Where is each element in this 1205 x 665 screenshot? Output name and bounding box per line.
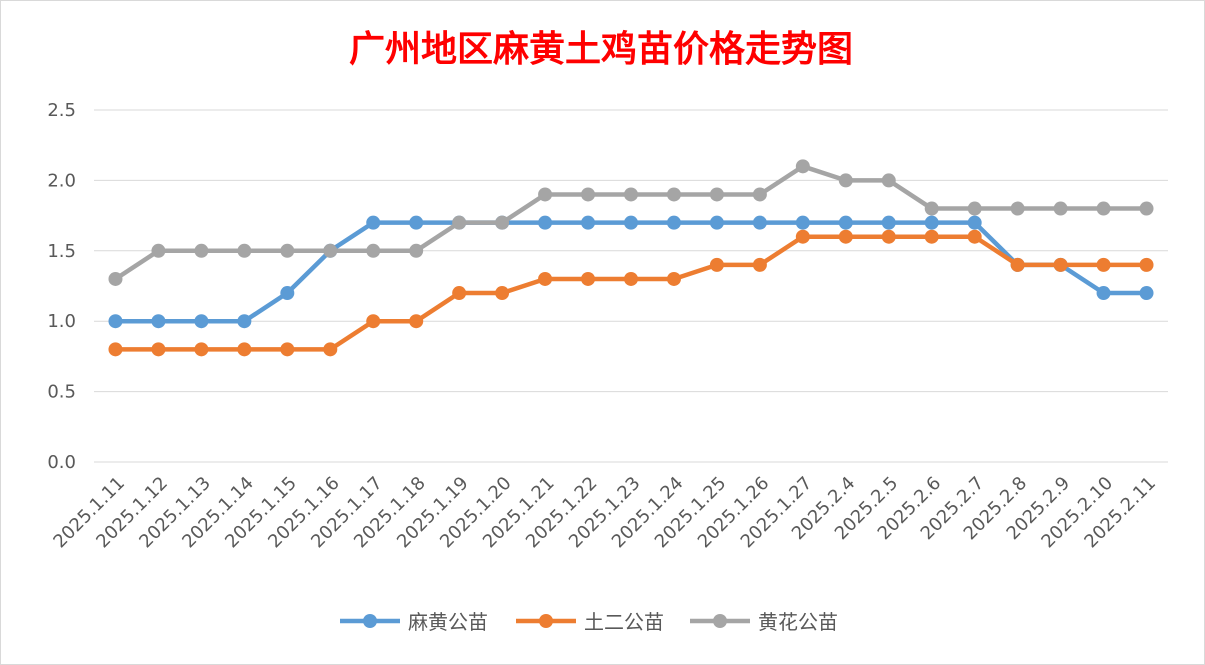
data-point-2-18 xyxy=(881,173,896,188)
legend: 麻黄公苗 土二公苗 黄花公苗 xyxy=(340,610,838,634)
data-point-0-10 xyxy=(538,215,553,230)
data-point-1-23 xyxy=(1096,257,1111,272)
series-0 xyxy=(108,215,1154,329)
gridlines xyxy=(94,109,1168,463)
data-point-2-5 xyxy=(323,243,338,258)
data-point-2-7 xyxy=(409,243,424,258)
data-point-0-2 xyxy=(194,314,209,329)
data-point-0-0 xyxy=(108,314,123,329)
data-point-1-16 xyxy=(795,229,810,244)
data-point-1-3 xyxy=(237,342,252,357)
series-line-0 xyxy=(113,220,1149,324)
y-tick-label-5: 2.5 xyxy=(47,100,76,121)
data-point-0-15 xyxy=(752,215,767,230)
legend-item-1: 土二公苗 xyxy=(516,610,664,634)
data-point-2-22 xyxy=(1053,201,1068,216)
data-point-2-19 xyxy=(924,201,939,216)
data-point-1-11 xyxy=(581,271,596,286)
data-point-0-19 xyxy=(924,215,939,230)
data-point-1-20 xyxy=(967,229,982,244)
data-point-1-13 xyxy=(666,271,681,286)
legend-swatch-marker-1 xyxy=(539,614,553,628)
data-point-1-9 xyxy=(495,286,510,301)
data-point-1-10 xyxy=(538,271,553,286)
data-point-2-17 xyxy=(838,173,853,188)
data-point-0-18 xyxy=(881,215,896,230)
data-point-0-24 xyxy=(1139,286,1154,301)
y-axis-ticks: 0.0 0.5 1.0 1.5 2.0 2.5 xyxy=(47,100,76,473)
data-point-2-15 xyxy=(752,187,767,202)
x-axis-ticks: 2025.1.112025.1.122025.1.132025.1.142025… xyxy=(49,473,1160,553)
data-point-2-13 xyxy=(666,187,681,202)
data-point-2-11 xyxy=(581,187,596,202)
data-point-2-24 xyxy=(1139,201,1154,216)
data-point-1-0 xyxy=(108,342,123,357)
data-point-1-17 xyxy=(838,229,853,244)
data-point-2-23 xyxy=(1096,201,1111,216)
data-point-1-1 xyxy=(151,342,166,357)
data-point-0-11 xyxy=(581,215,596,230)
data-point-0-20 xyxy=(967,215,982,230)
data-point-2-6 xyxy=(366,243,381,258)
legend-swatch-marker-2 xyxy=(713,614,727,628)
data-point-1-21 xyxy=(1010,257,1025,272)
chart-title: 广州地区麻黄土鸡苗价格走势图 xyxy=(349,28,853,70)
data-point-2-8 xyxy=(452,215,467,230)
data-point-2-12 xyxy=(624,187,638,202)
data-point-1-15 xyxy=(752,257,767,272)
legend-item-0: 麻黄公苗 xyxy=(340,610,488,634)
data-point-0-17 xyxy=(838,215,853,230)
data-point-1-22 xyxy=(1053,257,1068,272)
data-point-2-3 xyxy=(237,243,252,258)
y-tick-label-2: 1.0 xyxy=(47,311,76,332)
legend-swatch-marker-0 xyxy=(363,614,377,628)
y-tick-label-4: 2.0 xyxy=(47,170,76,191)
legend-label-2: 黄花公苗 xyxy=(758,610,838,634)
data-point-2-4 xyxy=(280,243,295,258)
data-point-0-1 xyxy=(151,314,166,329)
y-tick-label-3: 1.5 xyxy=(47,241,76,262)
data-point-0-6 xyxy=(366,215,381,230)
data-point-1-5 xyxy=(323,342,338,357)
data-point-1-2 xyxy=(194,342,209,357)
data-point-0-14 xyxy=(709,215,724,230)
data-point-1-8 xyxy=(452,286,467,301)
legend-item-2: 黄花公苗 xyxy=(690,610,838,634)
data-point-0-3 xyxy=(237,314,252,329)
series-line-1 xyxy=(113,234,1149,352)
data-point-0-16 xyxy=(795,215,810,230)
data-point-1-12 xyxy=(624,271,638,286)
data-point-2-0 xyxy=(108,271,123,286)
data-point-0-23 xyxy=(1096,286,1111,301)
series-lines xyxy=(108,159,1154,357)
y-tick-label-1: 0.5 xyxy=(47,382,76,403)
data-point-0-13 xyxy=(666,215,681,230)
data-point-2-20 xyxy=(967,201,982,216)
series-2 xyxy=(108,159,1154,286)
data-point-0-4 xyxy=(280,286,295,301)
data-point-2-9 xyxy=(495,215,510,230)
data-point-1-7 xyxy=(409,314,424,329)
data-point-2-1 xyxy=(151,243,166,258)
legend-label-1: 土二公苗 xyxy=(584,610,664,634)
data-point-0-7 xyxy=(409,215,424,230)
data-point-1-6 xyxy=(366,314,381,329)
data-point-1-19 xyxy=(924,229,939,244)
legend-label-0: 麻黄公苗 xyxy=(408,610,488,634)
data-point-2-16 xyxy=(795,159,810,174)
data-point-2-21 xyxy=(1010,201,1025,216)
series-1 xyxy=(108,229,1154,357)
data-point-1-24 xyxy=(1139,257,1154,272)
data-point-1-14 xyxy=(709,257,724,272)
data-point-2-14 xyxy=(709,187,724,202)
data-point-1-18 xyxy=(881,229,896,244)
data-point-2-2 xyxy=(194,243,209,258)
y-tick-label-0: 0.0 xyxy=(47,452,76,473)
data-point-0-12 xyxy=(624,215,638,230)
data-point-1-4 xyxy=(280,342,295,357)
data-point-2-10 xyxy=(538,187,553,202)
